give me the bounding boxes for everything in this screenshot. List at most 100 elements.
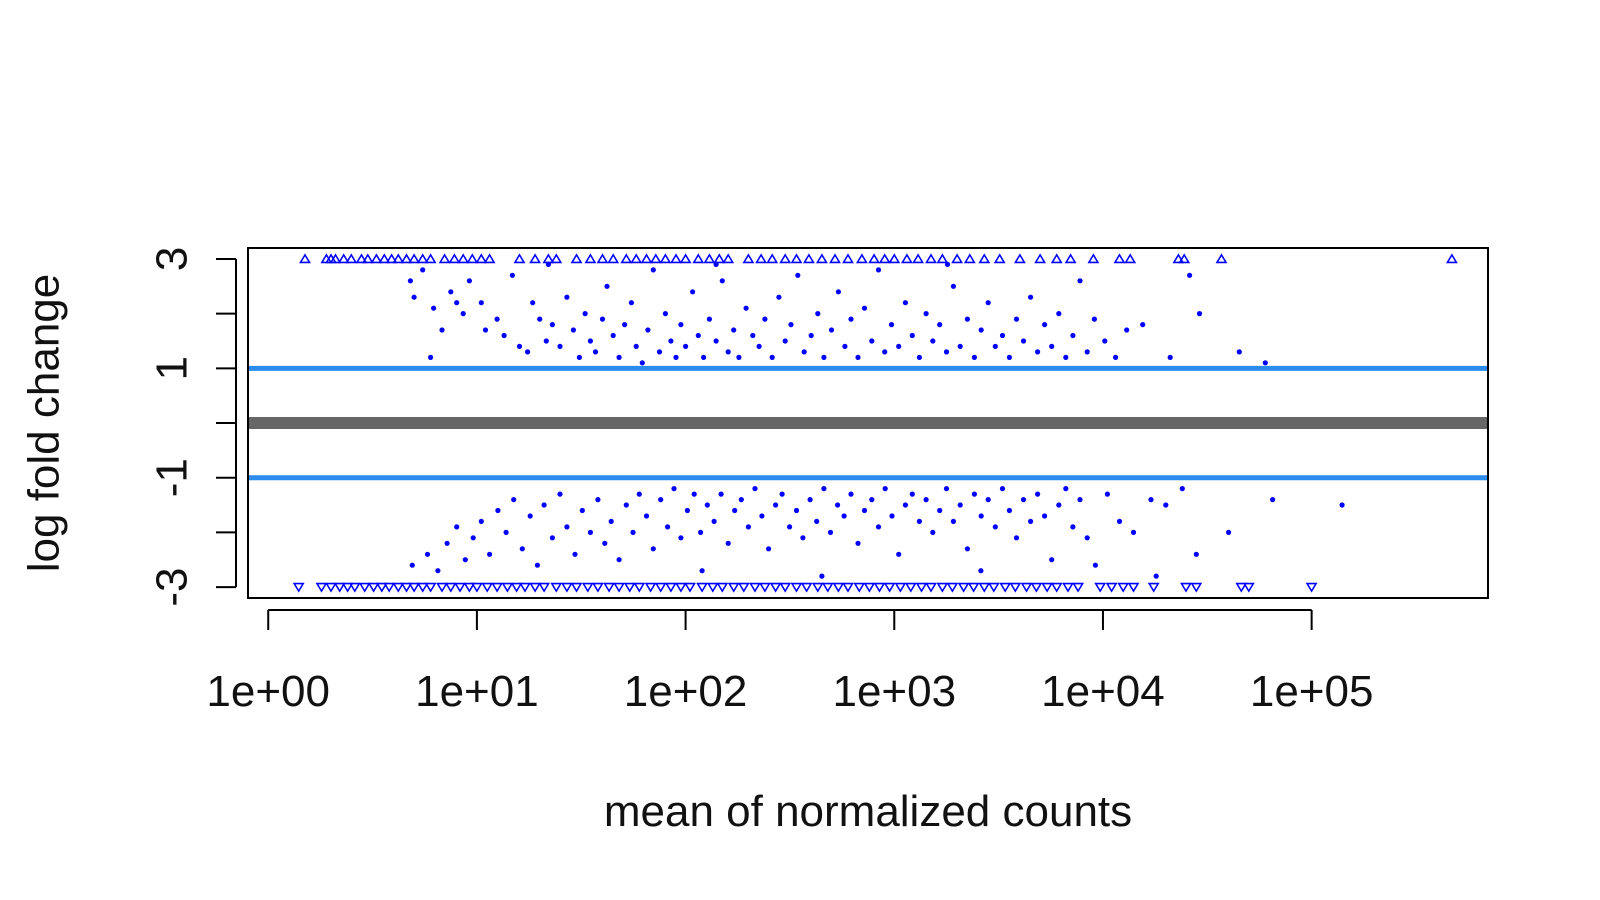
truncated-up-point bbox=[424, 253, 437, 264]
data-point bbox=[937, 322, 943, 328]
data-point bbox=[501, 332, 507, 339]
truncated-down-point bbox=[436, 582, 448, 593]
data-point bbox=[1070, 332, 1076, 339]
data-point bbox=[1196, 311, 1203, 317]
truncated-up-point bbox=[815, 253, 828, 264]
data-point bbox=[971, 491, 978, 497]
data-point bbox=[616, 557, 622, 563]
truncated-down-point bbox=[392, 582, 405, 593]
data-point bbox=[650, 267, 656, 273]
truncated-up-point bbox=[1445, 253, 1458, 264]
data-point bbox=[1148, 497, 1154, 503]
truncated-up-point bbox=[1113, 253, 1126, 264]
truncated-down-point bbox=[737, 582, 750, 593]
data-point bbox=[869, 338, 875, 344]
truncated-up-point bbox=[542, 253, 555, 264]
data-point bbox=[1063, 354, 1069, 360]
data-point bbox=[869, 497, 875, 503]
x-tick-label: 1e+03 bbox=[832, 667, 956, 716]
truncated-up-point bbox=[649, 253, 662, 264]
x-tick-label: 1e+02 bbox=[624, 667, 748, 716]
truncated-up-point bbox=[483, 253, 496, 264]
truncated-up-point bbox=[679, 253, 692, 264]
truncated-up-point bbox=[448, 253, 461, 264]
data-point bbox=[543, 338, 549, 344]
data-point bbox=[882, 486, 888, 492]
data-point bbox=[1028, 294, 1034, 300]
data-point bbox=[439, 327, 445, 333]
y-axis: 3 1 -1 -3 bbox=[147, 247, 237, 607]
truncated-down-point bbox=[491, 582, 504, 593]
data-point bbox=[743, 305, 749, 311]
data-point bbox=[814, 518, 820, 525]
truncated-down-point bbox=[633, 582, 646, 593]
truncated-up-point bbox=[742, 253, 755, 264]
truncated-up-point bbox=[993, 253, 1006, 264]
data-point bbox=[509, 272, 515, 278]
truncated-down-point bbox=[684, 582, 696, 593]
truncated-down-point bbox=[510, 582, 523, 593]
truncated-down-point bbox=[853, 582, 866, 593]
truncated-down-point bbox=[481, 582, 494, 593]
truncated-down-point bbox=[644, 582, 657, 593]
truncated-up-point bbox=[550, 253, 563, 264]
truncated-down-point bbox=[978, 582, 991, 593]
data-point bbox=[738, 497, 744, 503]
data-point bbox=[454, 300, 460, 306]
truncated-down-point bbox=[1190, 582, 1203, 593]
data-point bbox=[1077, 278, 1083, 284]
truncated-down-point bbox=[416, 582, 429, 593]
data-point bbox=[999, 332, 1006, 339]
data-point bbox=[923, 497, 929, 503]
data-point bbox=[992, 524, 998, 530]
data-point bbox=[407, 278, 413, 284]
data-point bbox=[587, 529, 594, 536]
data-point bbox=[1042, 513, 1048, 519]
data-point bbox=[579, 507, 585, 514]
truncated-up-point bbox=[513, 253, 526, 264]
data-point bbox=[678, 322, 684, 328]
truncated-up-point bbox=[659, 253, 672, 264]
truncated-up-point bbox=[755, 253, 768, 264]
data-point bbox=[1091, 316, 1097, 322]
truncated-down-point bbox=[790, 582, 803, 593]
data-point bbox=[684, 507, 691, 514]
truncated-up-point bbox=[1064, 253, 1077, 264]
data-point bbox=[1084, 349, 1090, 355]
data-point bbox=[750, 332, 756, 339]
truncated-up-point bbox=[1215, 253, 1228, 264]
data-point bbox=[787, 524, 793, 530]
data-point bbox=[861, 507, 868, 514]
data-point bbox=[1262, 360, 1268, 366]
data-point bbox=[516, 343, 523, 349]
data-point bbox=[572, 551, 578, 557]
data-point bbox=[564, 524, 570, 530]
truncated-down-point bbox=[424, 582, 437, 593]
data-point bbox=[1187, 272, 1193, 278]
x-tick-label: 1e+00 bbox=[206, 667, 330, 716]
y-tick-label: 1 bbox=[148, 356, 197, 380]
data-point bbox=[766, 546, 772, 552]
truncated-up-point bbox=[692, 253, 705, 264]
truncated-down-point bbox=[581, 582, 594, 593]
truncated-down-point bbox=[550, 582, 563, 593]
data-point bbox=[448, 289, 454, 295]
truncated-up-point bbox=[1013, 253, 1026, 264]
truncated-down-point bbox=[400, 582, 413, 593]
data-point bbox=[978, 327, 984, 333]
data-point bbox=[587, 338, 594, 344]
truncated-down-point bbox=[348, 582, 361, 593]
data-point bbox=[1124, 327, 1130, 333]
data-point bbox=[673, 354, 679, 360]
y-tick-label: 3 bbox=[148, 247, 197, 271]
data-point bbox=[604, 283, 610, 289]
data-point bbox=[537, 316, 543, 322]
data-point bbox=[1339, 502, 1345, 508]
data-point bbox=[478, 518, 484, 525]
data-point bbox=[1070, 524, 1076, 530]
data-point bbox=[549, 322, 556, 328]
truncated-up-point bbox=[640, 253, 653, 264]
data-point bbox=[665, 524, 671, 530]
data-point bbox=[1140, 322, 1146, 328]
data-point bbox=[861, 305, 868, 311]
